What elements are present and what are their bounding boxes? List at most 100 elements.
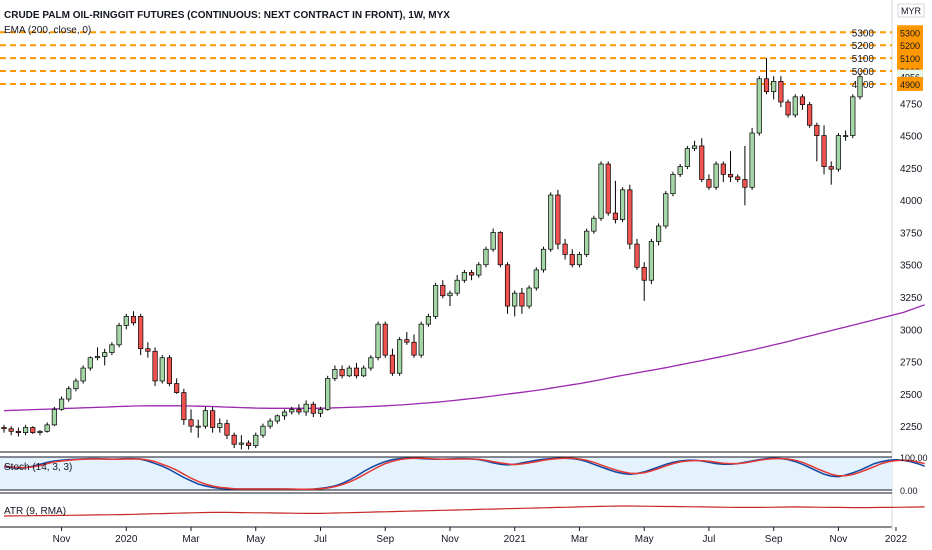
candle-body[interactable] — [145, 348, 151, 352]
candle-body[interactable] — [361, 367, 367, 377]
candle-body[interactable] — [281, 411, 288, 417]
currency-badge[interactable] — [897, 3, 925, 18]
candle-body[interactable] — [310, 403, 316, 414]
candle-body[interactable] — [562, 243, 568, 255]
candle-body[interactable] — [317, 409, 324, 414]
stoch-label[interactable]: Stoch (14, 3, 3) — [4, 462, 73, 473]
candle-body[interactable] — [425, 316, 431, 325]
candle-body[interactable] — [389, 354, 396, 374]
candle-body[interactable] — [548, 194, 554, 250]
candle-body[interactable] — [605, 163, 611, 214]
candle-body[interactable] — [181, 392, 187, 421]
candle-body[interactable] — [691, 145, 698, 149]
candle-body[interactable] — [253, 434, 259, 446]
candle-body[interactable] — [73, 380, 79, 390]
candle-body[interactable] — [807, 104, 813, 126]
candle-body[interactable] — [166, 357, 173, 384]
candle-body[interactable] — [440, 285, 446, 297]
candle-body[interactable] — [188, 419, 194, 427]
candle-body[interactable] — [857, 76, 863, 98]
candle-body[interactable] — [159, 357, 165, 382]
candle-body[interactable] — [274, 415, 280, 422]
candle-body[interactable] — [224, 423, 230, 436]
candle-body[interactable] — [138, 316, 144, 350]
candle-body[interactable] — [87, 357, 93, 369]
candle-body[interactable] — [569, 254, 575, 266]
candle-body[interactable] — [735, 176, 741, 180]
candle-body[interactable] — [303, 403, 309, 413]
candle-body[interactable] — [80, 367, 86, 382]
candle-body[interactable] — [641, 266, 647, 281]
candle-body[interactable] — [749, 132, 755, 188]
candle-body[interactable] — [627, 189, 633, 245]
candle-body[interactable] — [37, 430, 43, 433]
candle-body[interactable] — [22, 427, 29, 433]
candle-body[interactable] — [382, 323, 388, 356]
candle-body[interactable] — [195, 425, 201, 428]
candle-body[interactable] — [44, 424, 50, 432]
candle-body[interactable] — [447, 292, 453, 297]
candle-body[interactable] — [727, 173, 734, 178]
candle-body[interactable] — [353, 367, 360, 377]
candle-body[interactable] — [238, 442, 244, 445]
candle-body[interactable] — [8, 428, 14, 432]
candle-body[interactable] — [742, 179, 748, 188]
atr-label[interactable]: ATR (9, RMA) — [4, 506, 67, 517]
candle-body[interactable] — [677, 166, 683, 175]
candle-body[interactable] — [497, 232, 503, 266]
candle-body[interactable] — [94, 356, 101, 359]
candle-body[interactable] — [663, 193, 669, 227]
candle-body[interactable] — [332, 368, 338, 379]
candle-body[interactable] — [620, 189, 626, 220]
candle-body[interactable] — [598, 163, 604, 219]
candle-body[interactable] — [771, 81, 777, 93]
candle-body[interactable] — [418, 323, 424, 356]
candle-body[interactable] — [526, 287, 532, 307]
candle-body[interactable] — [116, 325, 122, 346]
candle-body[interactable] — [174, 383, 180, 393]
candle-body[interactable] — [720, 163, 726, 175]
candle-body[interactable] — [30, 427, 36, 433]
candle-body[interactable] — [656, 225, 662, 242]
candle-body[interactable] — [533, 269, 539, 289]
candle-body[interactable] — [699, 145, 705, 180]
candle-body[interactable] — [763, 78, 770, 93]
candle-body[interactable] — [756, 78, 762, 134]
candle-body[interactable] — [433, 285, 439, 317]
candle-body[interactable] — [843, 135, 849, 137]
candle-body[interactable] — [210, 410, 216, 428]
candle-body[interactable] — [296, 409, 302, 413]
candle-body[interactable] — [799, 96, 806, 105]
candle-body[interactable] — [540, 248, 547, 271]
candle-body[interactable] — [648, 241, 654, 281]
candle-body[interactable] — [202, 410, 208, 427]
candle-body[interactable] — [828, 166, 834, 170]
candle-body[interactable] — [411, 341, 417, 356]
candle-body[interactable] — [289, 409, 295, 413]
candle-body[interactable] — [15, 430, 21, 433]
candle-body[interactable] — [51, 409, 57, 426]
candle-body[interactable] — [713, 163, 719, 188]
candle-body[interactable] — [404, 339, 410, 343]
candle-body[interactable] — [512, 292, 518, 307]
candle-body[interactable] — [339, 368, 345, 377]
candle-body[interactable] — [555, 194, 561, 245]
ema-indicator-label[interactable]: EMA (200, close, 0) — [4, 25, 92, 36]
candle-body[interactable] — [835, 135, 842, 170]
candle-body[interactable] — [591, 217, 597, 232]
candle-body[interactable] — [483, 248, 489, 266]
candle-body[interactable] — [58, 398, 65, 410]
candle-body[interactable] — [706, 179, 712, 188]
candle-body[interactable] — [634, 243, 640, 268]
candle-body[interactable] — [245, 442, 252, 446]
candle-body[interactable] — [792, 96, 798, 116]
candle-body[interactable] — [821, 135, 827, 167]
candle-body[interactable] — [231, 434, 237, 445]
candle-body[interactable] — [375, 323, 381, 359]
candle-body[interactable] — [397, 339, 403, 374]
candle-body[interactable] — [346, 367, 352, 377]
candle-body[interactable] — [1, 427, 7, 430]
candle-body[interactable] — [325, 378, 331, 410]
candle-body[interactable] — [778, 81, 784, 103]
